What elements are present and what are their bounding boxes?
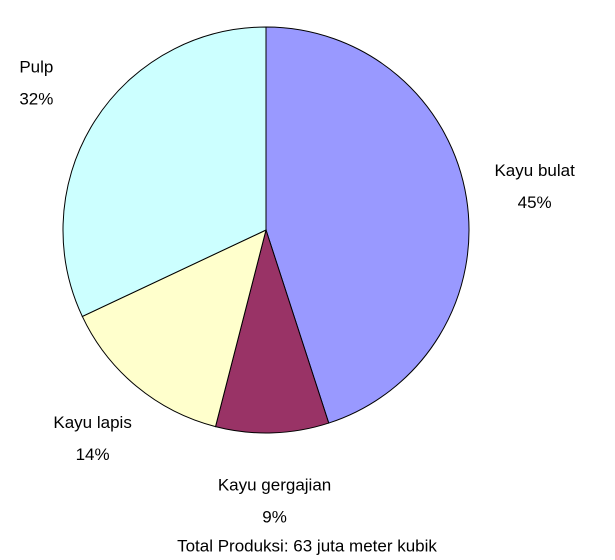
chart-caption: Total Produksi: 63 juta meter kubik <box>177 536 437 555</box>
slice-value-label: 9% <box>262 507 287 526</box>
slice-label: Kayu bulat <box>494 161 575 180</box>
pie-slice <box>62 26 267 318</box>
pie-slice <box>81 229 267 428</box>
slice-value-label: 45% <box>518 193 552 212</box>
pie-slice <box>265 26 470 424</box>
slice-value-label: 14% <box>76 445 110 464</box>
slice-label: Pulp <box>19 58 53 77</box>
slice-value-label: 32% <box>19 90 53 109</box>
slice-label: Kayu lapis <box>53 413 131 432</box>
slice-label: Kayu gergajian <box>218 475 331 494</box>
pie-slice <box>214 228 330 434</box>
